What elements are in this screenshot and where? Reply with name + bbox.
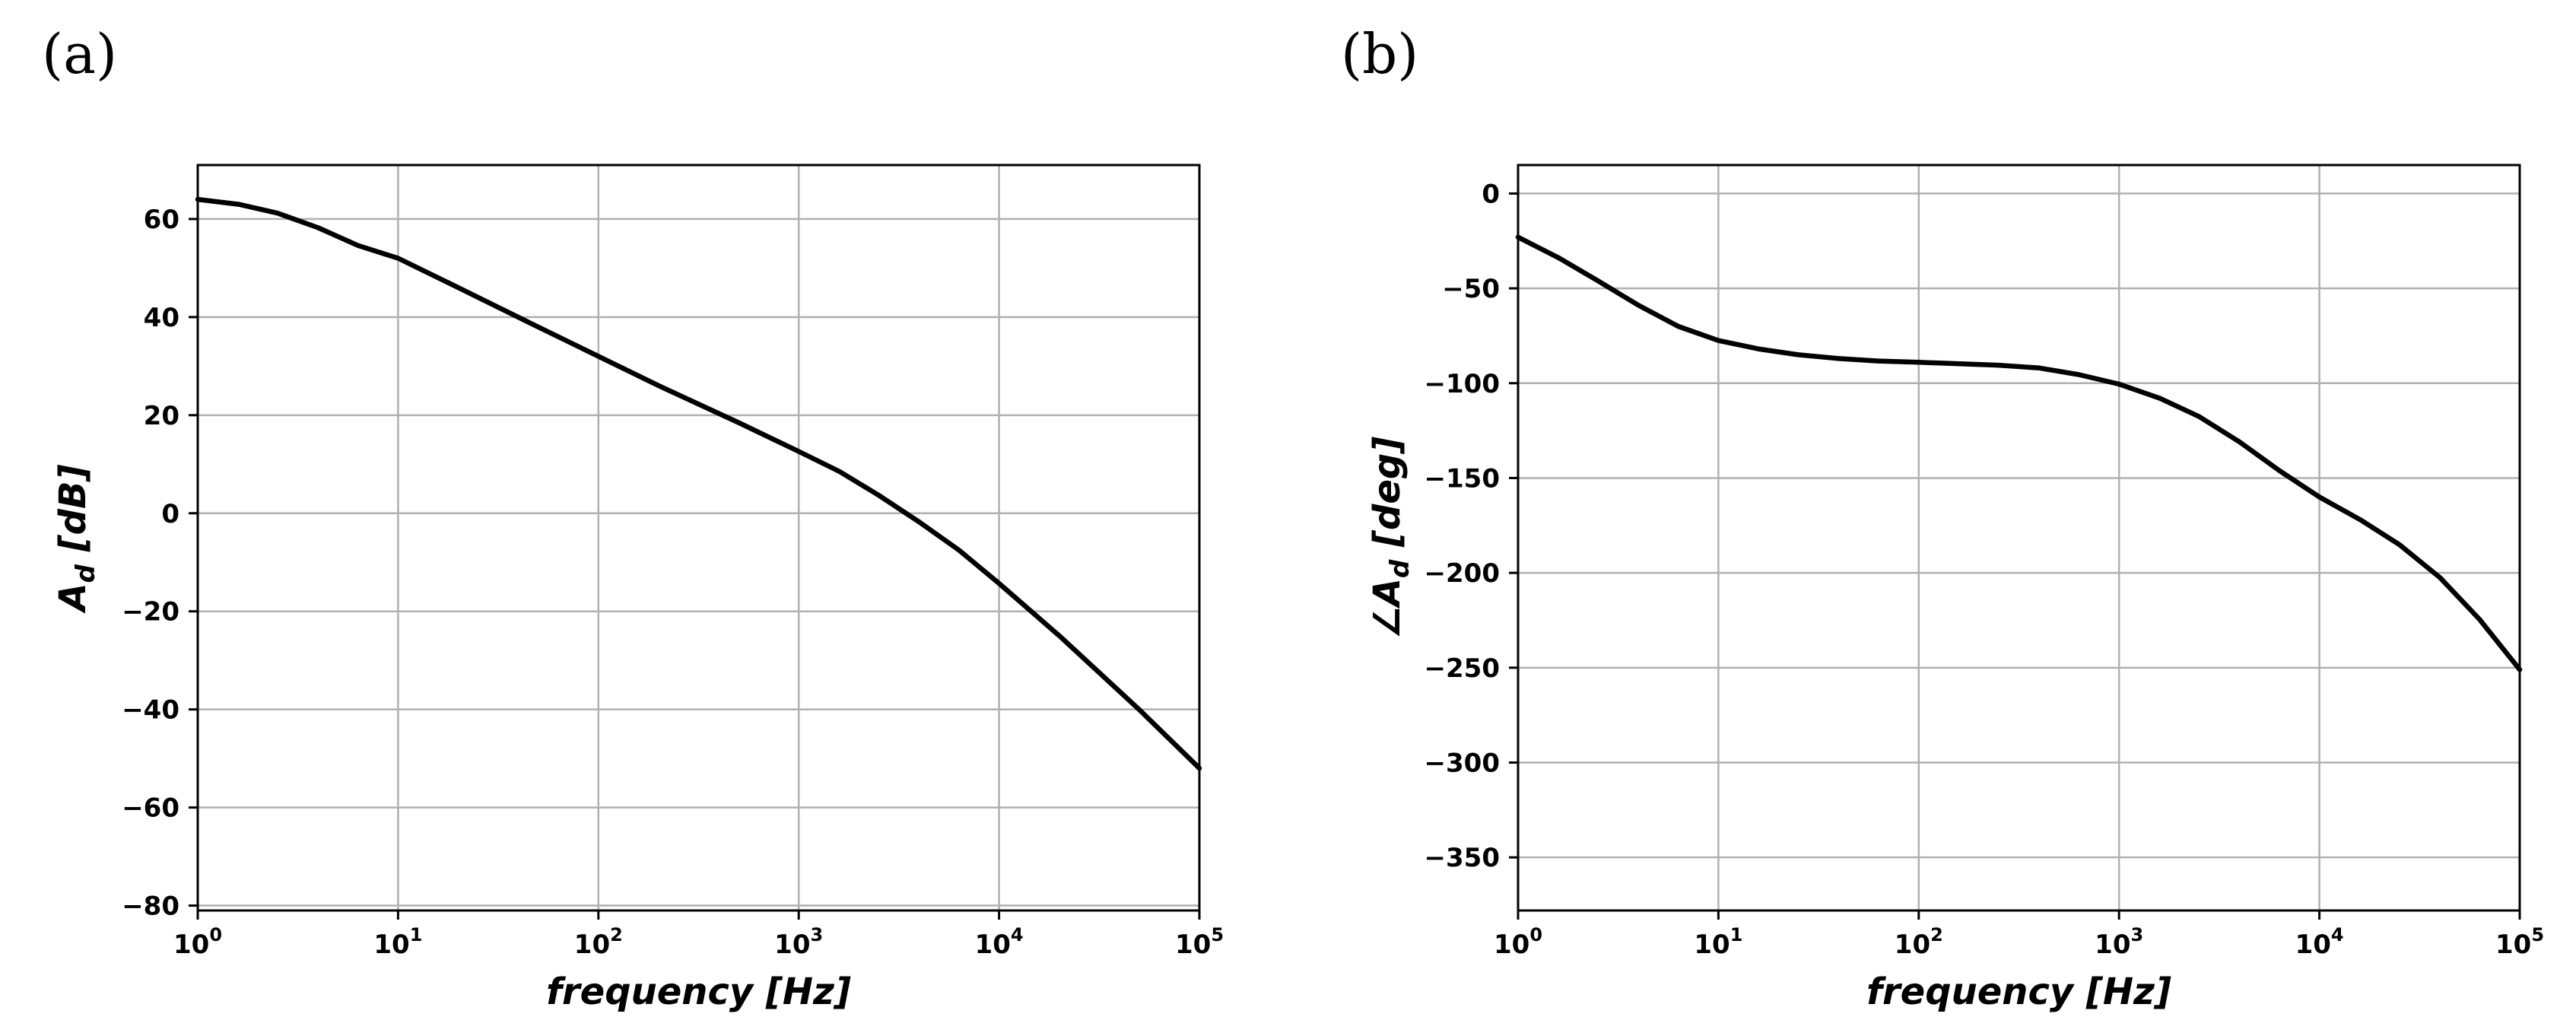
panel-b-y-tick-label: −250 [1425,653,1500,684]
panel-a-y-tick-label: −80 [122,891,179,922]
panel-b-phase: (b) 100 101 102 103 104 105 0 −50 −100 −150 −200 −25… [1341,22,2544,1013]
panel-b-plot-frame [1517,164,2521,912]
panel-b-y-tick-label: −300 [1425,748,1500,778]
panel-b-y-axis-label: ∠Ad [deg] [1366,437,1415,639]
panel-a-y-tick-label: −60 [122,793,179,824]
panel-a-y-tick-label: −20 [122,597,179,628]
panel-a-plot-frame [196,164,1201,912]
panel-b-series-line [1515,234,2523,672]
panel-a-y-tick-label: −40 [122,695,179,726]
panel-a-x-tick-label: 100 [173,924,222,960]
panel-b-x-tick-label: 100 [1494,924,1542,960]
panel-b-x-tick-label: 104 [2295,924,2344,960]
panel-a-y-tick-label: 40 [144,303,179,333]
panel-b-x-axis-label: frequency [Hz] [1866,971,2171,1013]
panel-a-y-tick-label: 0 [161,499,179,529]
panel-a-x-tick-label: 104 [975,924,1024,960]
panel-b-y-tick-label: −50 [1442,274,1500,304]
panel-a-y-axis-label: Ad [dB] [52,464,101,614]
panel-a-y-tick-label: 60 [144,205,179,235]
panel-a-label: (a) [42,22,117,86]
panel-a-x-tick-label: 102 [574,924,623,960]
panel-b-y-tick-label: −200 [1425,558,1500,589]
panel-b-x-tick-label: 105 [2495,924,2544,960]
panel-b-y-tick-label: −100 [1425,369,1500,399]
panel-b-label: (b) [1341,22,1418,86]
panel-a-x-tick-label: 103 [774,924,823,960]
panel-a-y-tick-label: 20 [144,401,179,431]
panel-b-y-tick-label: −150 [1425,463,1500,494]
panel-a-x-tick-label: 105 [1175,924,1224,960]
panel-a-x-axis-label: frequency [Hz] [546,971,851,1013]
panel-a-x-tick-label: 101 [373,924,422,960]
panel-b-x-tick-label: 101 [1694,924,1742,960]
panel-a-magnitude: (a) 100 101 102 103 104 105 60 40 20 0 −20 −40 −60 −80… [42,22,1224,1013]
panel-b-y-tick-label: −350 [1425,843,1500,873]
panel-a-series-line [195,196,1202,771]
panel-b-x-tick-label: 103 [2095,924,2143,960]
panel-b-y-tick-label: 0 [1482,179,1500,209]
panel-b-x-tick-label: 102 [1895,924,1943,960]
